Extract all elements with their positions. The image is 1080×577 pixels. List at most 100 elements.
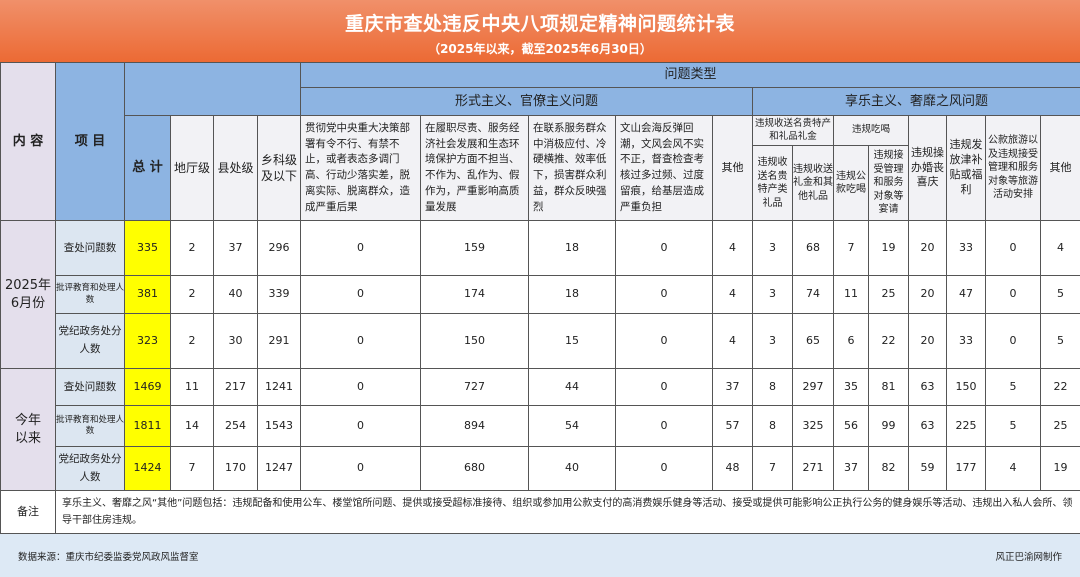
total-cell: 335 (125, 221, 171, 276)
total-cell: 1469 (125, 369, 171, 406)
value-cell: 8 (753, 406, 793, 447)
value-cell: 150 (947, 369, 986, 406)
group-label: 2025年6月份 (1, 221, 56, 369)
page-subtitle: （2025年以来，截至2025年6月30日） (0, 40, 1080, 57)
value-cell: 20 (909, 221, 947, 276)
value-cell: 0 (301, 406, 421, 447)
header-hedonism-other: 其他 (1041, 116, 1080, 221)
header-allowances: 违规发放津补贴或福利 (947, 116, 986, 221)
value-cell: 4 (986, 447, 1041, 491)
row-item-label: 查处问题数 (56, 369, 125, 406)
value-cell: 7 (171, 447, 214, 491)
header-travel: 公款旅游以及违规接受管理和服务对象等旅游活动安排 (986, 116, 1041, 221)
value-cell: 4 (713, 314, 753, 369)
value-cell: 4 (713, 221, 753, 276)
value-cell: 37 (214, 221, 258, 276)
value-cell: 0 (616, 447, 713, 491)
value-cell: 177 (947, 447, 986, 491)
value-cell: 37 (713, 369, 753, 406)
value-cell: 74 (793, 276, 834, 314)
note-text: 享乐主义、奢靡之风“其他”问题包括：违规配备和使用公车、楼堂馆所问题、提供或接受… (56, 491, 1080, 534)
header-content: 内 容 (1, 63, 56, 221)
value-cell: 0 (301, 221, 421, 276)
row-item-label: 批评教育和处理人数 (56, 406, 125, 447)
value-cell: 37 (834, 447, 869, 491)
value-cell: 0 (616, 221, 713, 276)
value-cell: 4 (1041, 221, 1080, 276)
row-item-label: 党纪政务处分人数 (56, 447, 125, 491)
data-source: 数据来源：重庆市纪委监委党风政风监督室 (18, 549, 199, 563)
credit: 风正巴渝网制作 (995, 549, 1062, 563)
value-cell: 18 (529, 221, 616, 276)
value-cell: 63 (909, 406, 947, 447)
header-formalism: 形式主义、官僚主义问题 (301, 88, 753, 116)
value-cell: 0 (616, 406, 713, 447)
value-cell: 81 (869, 369, 909, 406)
value-cell: 11 (171, 369, 214, 406)
value-cell: 0 (301, 314, 421, 369)
value-cell: 0 (616, 369, 713, 406)
header-hedonism: 享乐主义、奢靡之风问题 (753, 88, 1080, 116)
value-cell: 8 (753, 369, 793, 406)
value-cell: 82 (869, 447, 909, 491)
value-cell: 3 (753, 221, 793, 276)
note-label: 备注 (1, 491, 56, 534)
value-cell: 4 (713, 276, 753, 314)
header-dining-col-2: 违规接受管理和服务对象等宴请 (869, 146, 909, 221)
value-cell: 18 (529, 276, 616, 314)
header-weddings: 违规操办婚丧喜庆 (909, 116, 947, 221)
value-cell: 225 (947, 406, 986, 447)
value-cell: 1241 (258, 369, 301, 406)
value-cell: 680 (421, 447, 529, 491)
value-cell: 3 (753, 314, 793, 369)
value-cell: 35 (834, 369, 869, 406)
total-cell: 381 (125, 276, 171, 314)
total-cell: 1811 (125, 406, 171, 447)
value-cell: 25 (1041, 406, 1080, 447)
value-cell: 254 (214, 406, 258, 447)
value-cell: 20 (909, 276, 947, 314)
value-cell: 0 (616, 314, 713, 369)
value-cell: 40 (214, 276, 258, 314)
value-cell: 5 (986, 369, 1041, 406)
row-item-label: 批评教育和处理人数 (56, 276, 125, 314)
value-cell: 150 (421, 314, 529, 369)
footer: 数据来源：重庆市纪委监委党风政风监督室 风正巴渝网制作 (0, 534, 1080, 577)
header-gifts-group: 违规收送名贵特产和礼品礼金 (753, 116, 834, 146)
value-cell: 44 (529, 369, 616, 406)
value-cell: 2 (171, 221, 214, 276)
value-cell: 68 (793, 221, 834, 276)
value-cell: 65 (793, 314, 834, 369)
value-cell: 174 (421, 276, 529, 314)
value-cell: 30 (214, 314, 258, 369)
total-cell: 323 (125, 314, 171, 369)
header-formalism-other: 其他 (713, 116, 753, 221)
row-item-label: 查处问题数 (56, 221, 125, 276)
value-cell: 22 (869, 314, 909, 369)
value-cell: 3 (753, 276, 793, 314)
value-cell: 56 (834, 406, 869, 447)
header-dining-group: 违规吃喝 (834, 116, 909, 146)
value-cell: 25 (869, 276, 909, 314)
value-cell: 33 (947, 221, 986, 276)
value-cell: 296 (258, 221, 301, 276)
title-bar: 重庆市查处违反中央八项规定精神问题统计表 （2025年以来，截至2025年6月3… (0, 0, 1080, 62)
value-cell: 99 (869, 406, 909, 447)
value-cell: 11 (834, 276, 869, 314)
value-cell: 217 (214, 369, 258, 406)
value-cell: 2 (171, 276, 214, 314)
value-cell: 2 (171, 314, 214, 369)
value-cell: 0 (301, 369, 421, 406)
header-formalism-col-1: 贯彻党中央重大决策部署有令不行、有禁不止，或者表态多调门高、行动少落实差，脱离实… (301, 116, 421, 221)
value-cell: 894 (421, 406, 529, 447)
header-gifts-col-2: 违规收送礼金和其他礼品 (793, 146, 834, 221)
value-cell: 5 (986, 406, 1041, 447)
value-cell: 1543 (258, 406, 301, 447)
value-cell: 0 (616, 276, 713, 314)
value-cell: 15 (529, 314, 616, 369)
header-problem-type: 问题类型 (301, 63, 1080, 88)
